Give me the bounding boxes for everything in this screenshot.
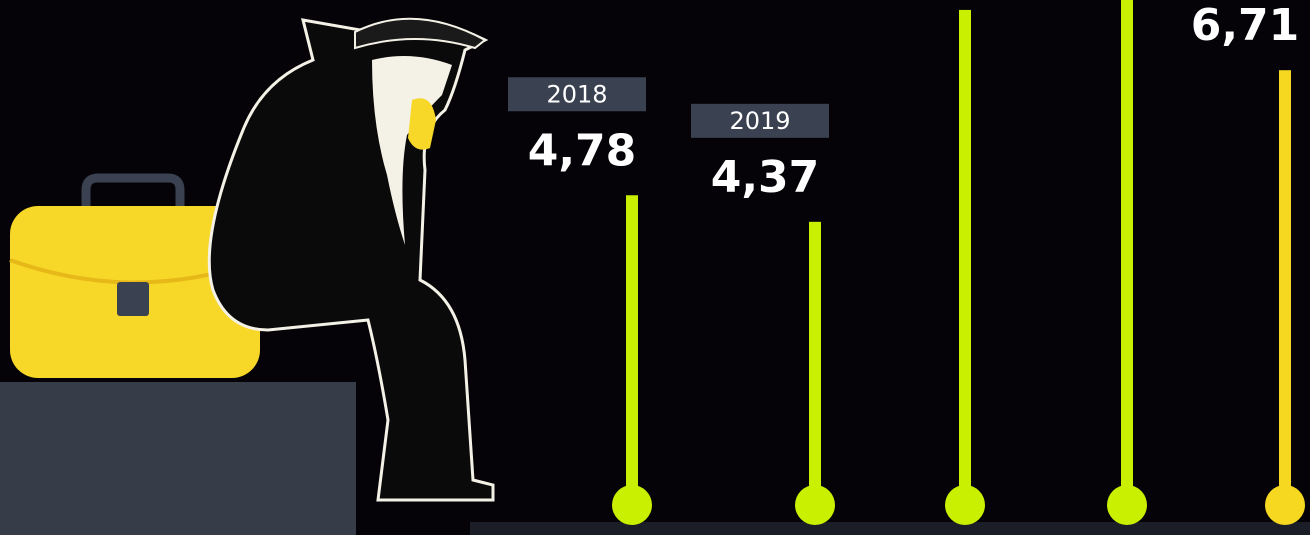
value-label: 6,71 <box>1191 0 1300 51</box>
chart: 4,78 2018 4,37 2019 6,71 <box>0 0 1310 535</box>
briefcase-lock <box>117 282 149 316</box>
dot <box>1265 485 1305 525</box>
stem <box>626 195 638 505</box>
stem <box>1279 70 1291 505</box>
stem <box>959 10 971 505</box>
dot <box>612 485 652 525</box>
value-label: 4,78 <box>528 125 637 176</box>
stem <box>1121 0 1133 505</box>
dot <box>1107 485 1147 525</box>
x-tick-label: 2019 <box>729 107 790 135</box>
baseline <box>470 522 1310 535</box>
dot <box>945 485 985 525</box>
bench <box>0 382 356 535</box>
stem <box>809 222 821 505</box>
value-label: 4,37 <box>711 152 820 203</box>
x-tick-label: 2018 <box>546 80 607 108</box>
dot <box>795 485 835 525</box>
